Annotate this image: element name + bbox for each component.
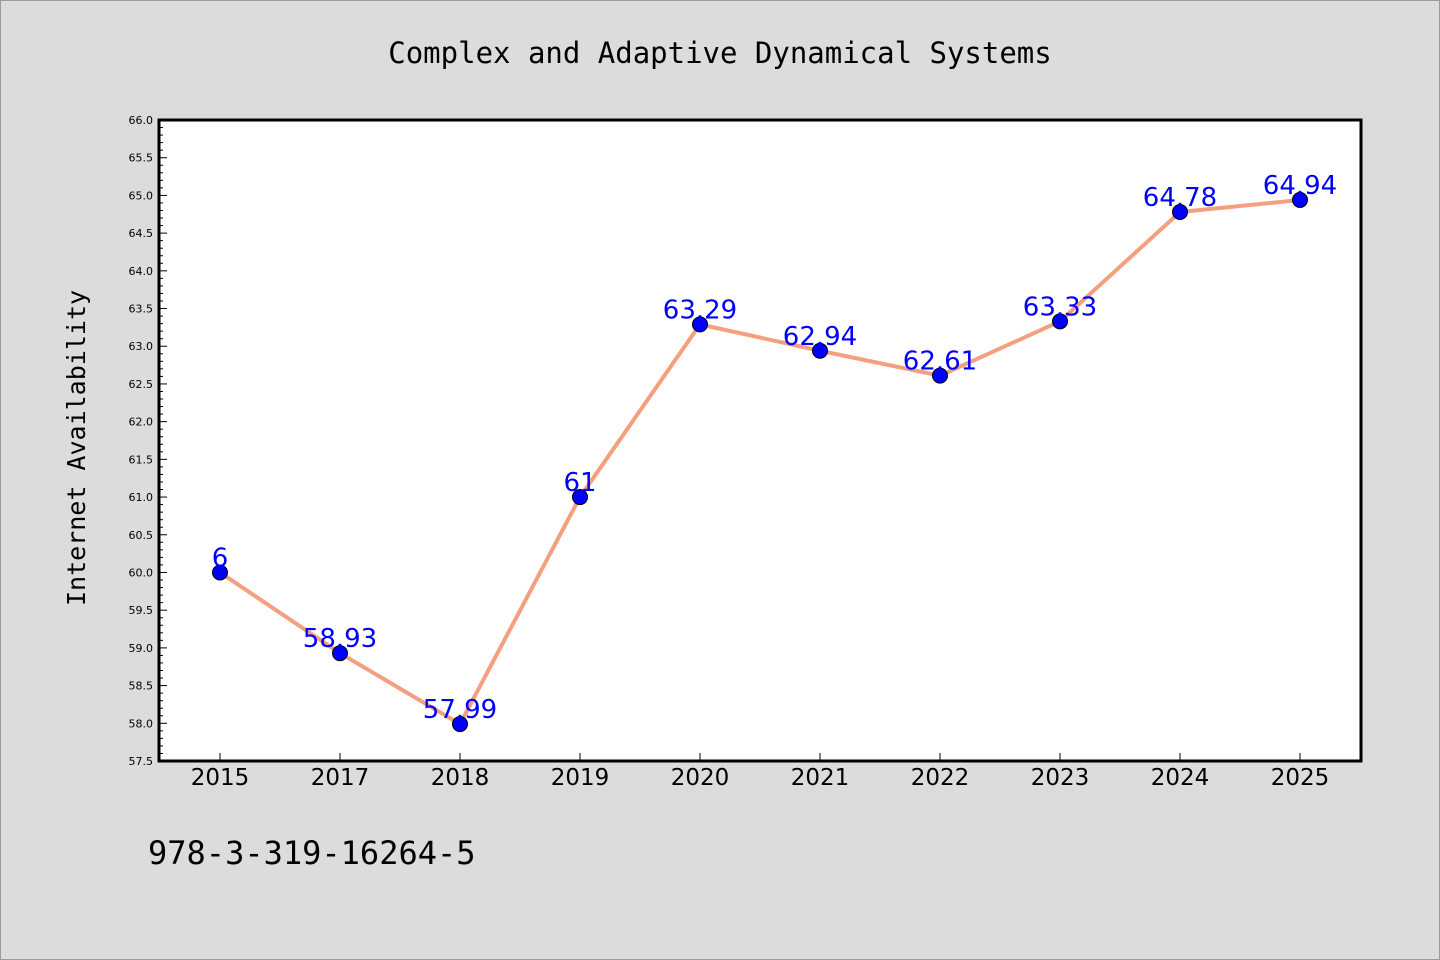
data-label: 63.29 [663, 295, 737, 325]
data-label: 64.78 [1143, 183, 1217, 213]
y-tick-label: 66.0 [129, 114, 154, 127]
x-tick-label: 2023 [1031, 765, 1090, 791]
y-tick-label: 61.0 [129, 491, 154, 504]
y-tick-label: 63.5 [129, 303, 154, 316]
x-tick-label: 2018 [431, 765, 490, 791]
data-label: 61 [563, 468, 596, 498]
x-tick-label: 2022 [911, 765, 970, 791]
data-label: 64.94 [1263, 171, 1337, 201]
y-tick-label: 58.0 [129, 717, 154, 730]
x-tick-label: 2015 [191, 765, 250, 791]
y-axis: 57.5 58.0 58.5 59.0 59.5 60.0 60.5 61.0 61.5 62.0… [129, 114, 167, 768]
y-tick-label: 61.5 [129, 453, 154, 466]
x-tick-label: 2020 [671, 765, 730, 791]
y-tick-label: 65.5 [129, 152, 154, 165]
chart-title: Complex and Adaptive Dynamical Systems [388, 36, 1051, 70]
y-tick-label: 62.5 [129, 378, 154, 391]
x-axis: 2015 2017 2018 2019 2020 2021 2022 2023 2024 2025 [191, 753, 1330, 791]
x-tick-label: 2019 [551, 765, 610, 791]
y-tick-label: 60.5 [129, 529, 154, 542]
data-label: 57.99 [423, 695, 497, 725]
x-tick-label: 2021 [791, 765, 850, 791]
data-point-marker [692, 316, 708, 333]
plot-area [157, 118, 1363, 763]
data-point-marker [1172, 204, 1188, 221]
x-tick-label: 2024 [1151, 765, 1210, 791]
y-tick-label: 59.0 [129, 642, 154, 655]
data-point-marker [1052, 313, 1068, 330]
markers-group [212, 191, 1308, 733]
data-point-marker [812, 342, 828, 359]
x-tick-label: 2017 [311, 765, 370, 791]
data-label: 6 [212, 543, 229, 573]
data-label: 62.94 [783, 322, 857, 352]
data-point-marker [452, 716, 468, 733]
footer-isbn: 978-3-319-16264-5 [148, 834, 476, 872]
y-tick-label: 63.0 [129, 340, 154, 353]
y-tick-label: 62.0 [129, 416, 154, 429]
data-point-marker [1292, 191, 1308, 208]
data-point-marker [932, 367, 948, 384]
y-tick-label: 64.0 [129, 265, 154, 278]
series-line-group [218, 197, 1302, 727]
y-axis-label: Internet Availability [62, 290, 91, 606]
y-tick-label: 58.5 [129, 680, 154, 693]
y-tick-label: 64.5 [129, 227, 154, 240]
x-tick-label: 2025 [1271, 765, 1330, 791]
data-point-marker [212, 564, 228, 581]
data-label: 58.93 [303, 624, 377, 654]
data-point-marker [572, 489, 588, 506]
data-label: 62.61 [903, 347, 977, 377]
y-tick-label: 59.5 [129, 604, 154, 617]
data-labels-group: 6 58.93 57.99 61 63.29 62.94 62.61 63.33 64.78 64… [212, 171, 1337, 725]
data-label: 63.33 [1023, 292, 1097, 322]
y-tick-label: 57.5 [129, 755, 154, 768]
series-line [218, 197, 1302, 727]
data-point-marker [332, 645, 348, 662]
y-tick-label: 60.0 [129, 566, 154, 579]
y-tick-label: 65.0 [129, 189, 154, 202]
